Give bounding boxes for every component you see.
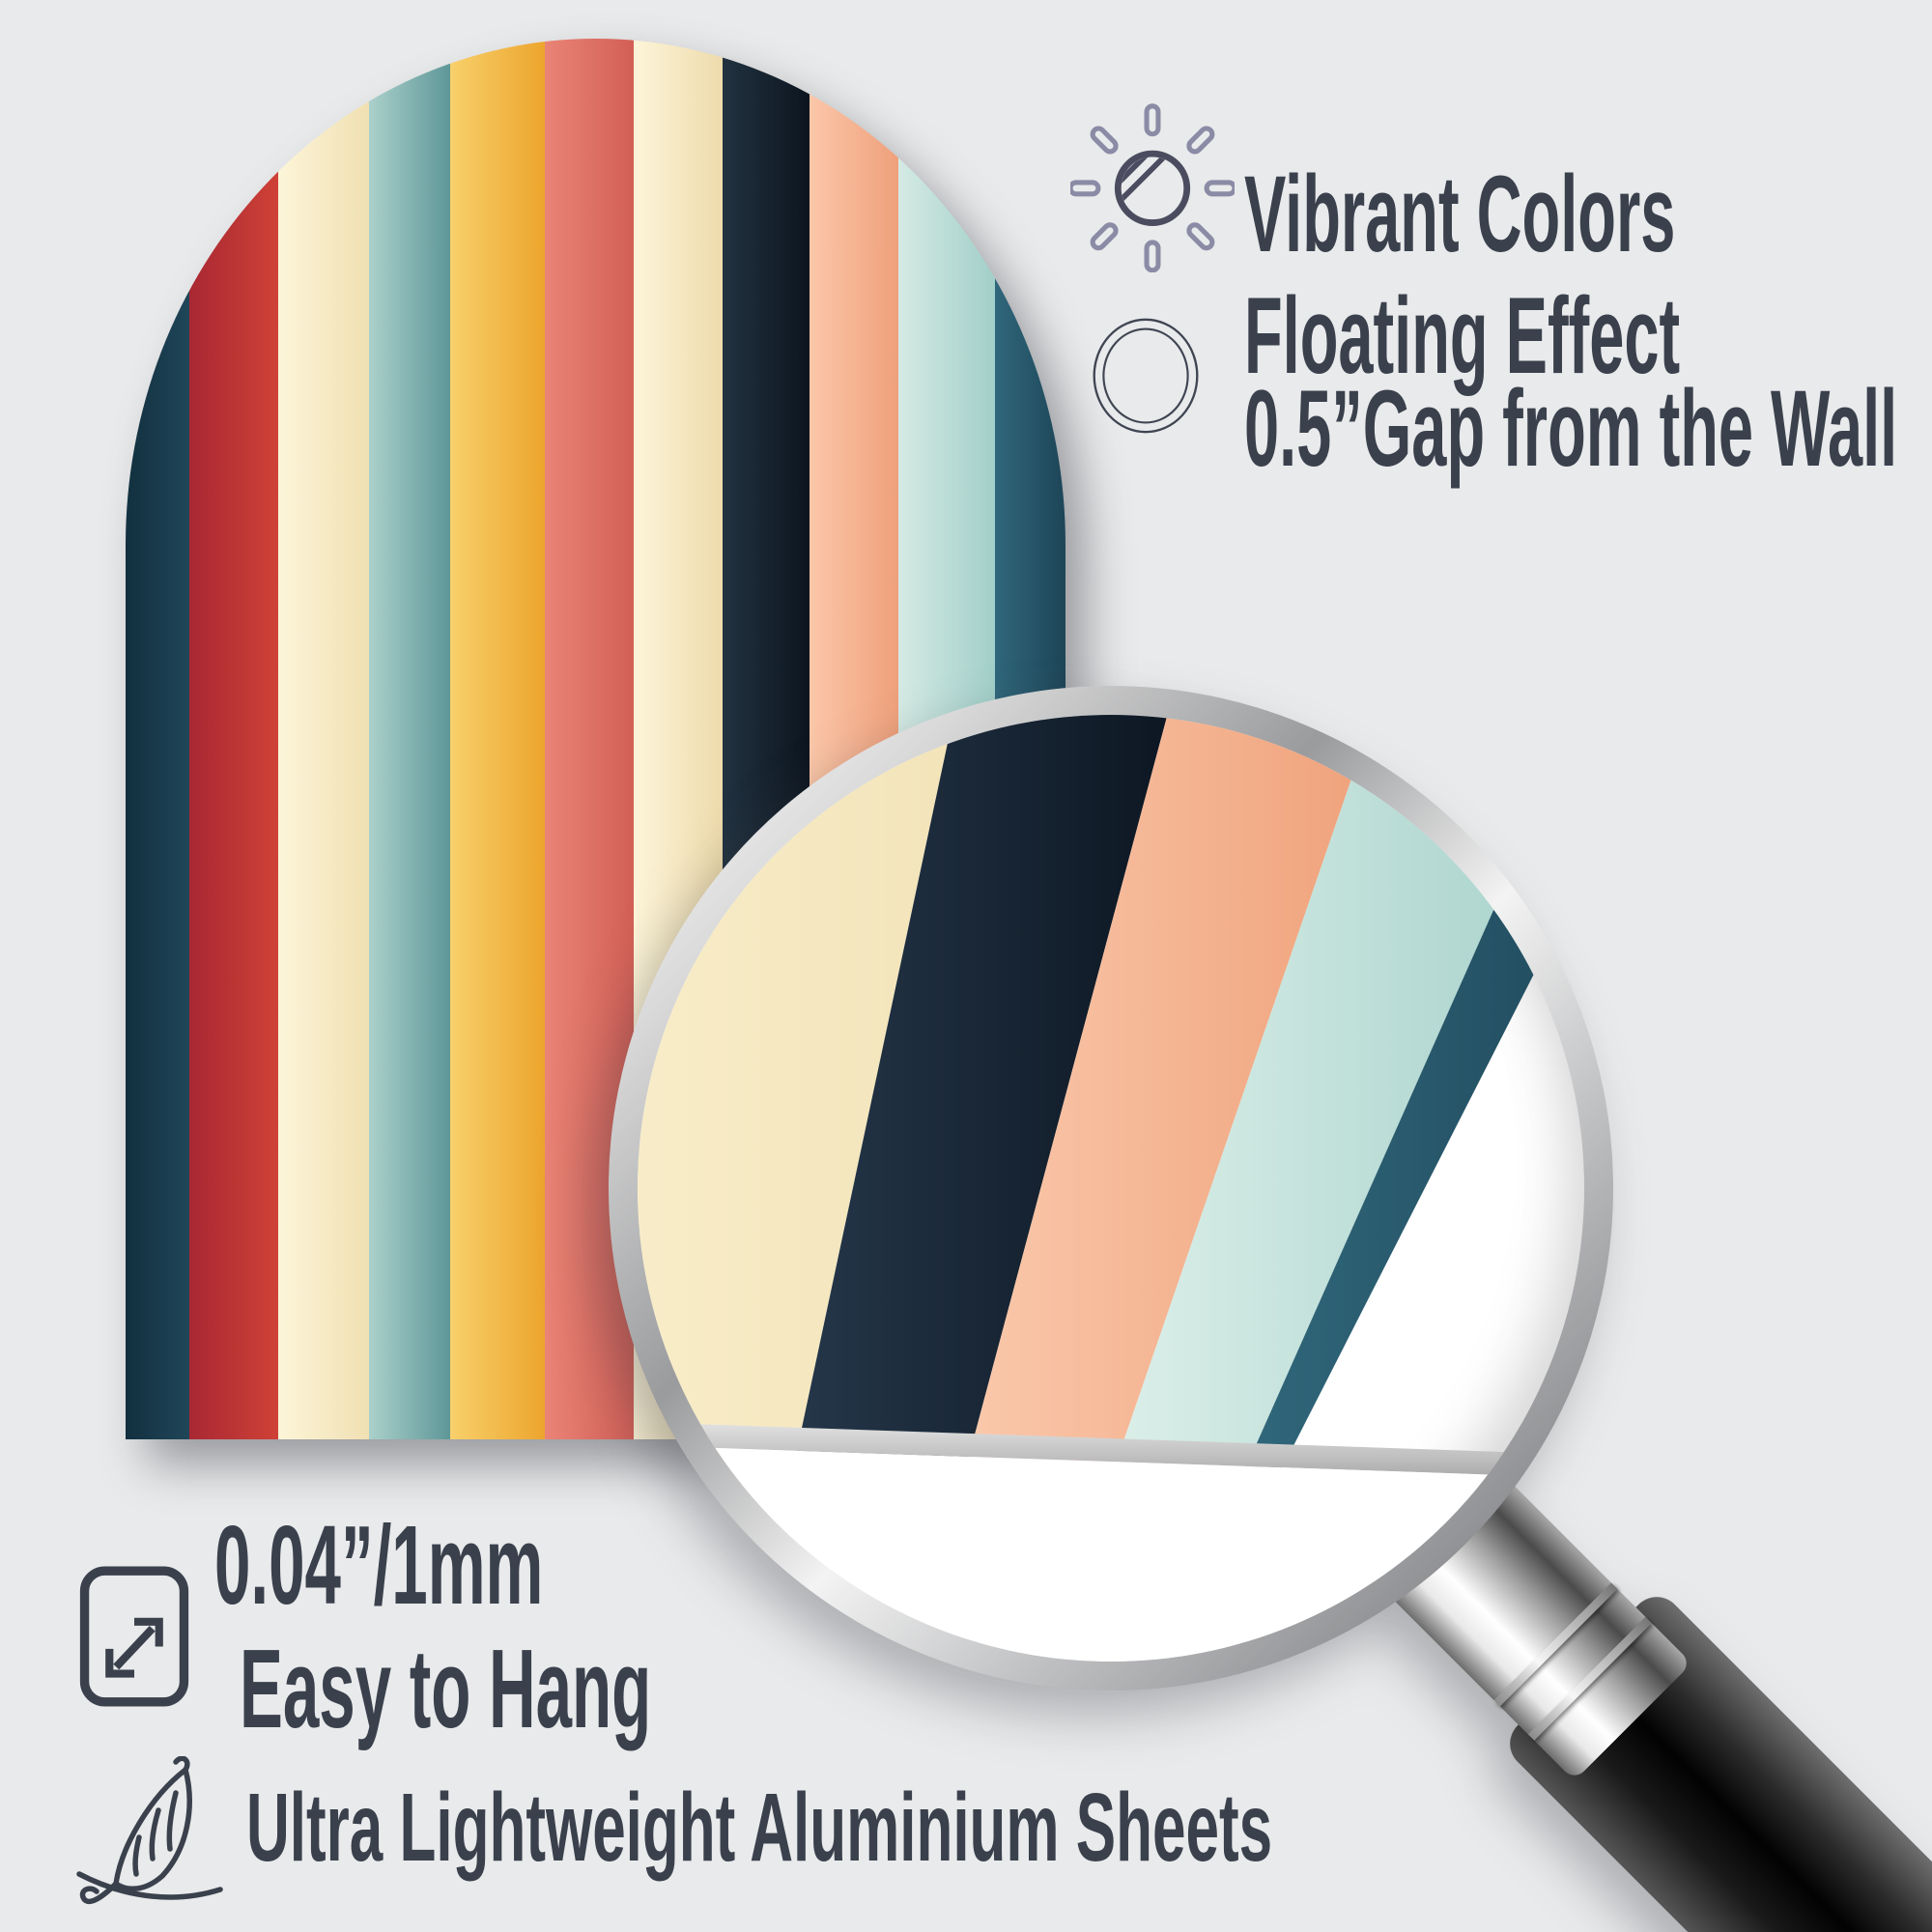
gap-from-wall-label: 0.5”Gap from the Wall (1244, 368, 1898, 489)
panel-stripe-light-teal (369, 39, 450, 1439)
magnifier-rim (609, 686, 1613, 1690)
magnifier-lens (638, 715, 1584, 1662)
floating-effect-label: Floating Effect (1244, 275, 1681, 396)
magnified-artwork (638, 715, 1584, 1662)
thickness-label: 0.04”/1mm (214, 1502, 544, 1628)
magnified-panel-edge (638, 1422, 1584, 1478)
panel-stripe-gold (450, 39, 545, 1439)
vibrant-colors-label: Vibrant Colors (1244, 154, 1676, 274)
lightweight-label: Ultra Lightweight Aluminium Sheets (246, 1774, 1273, 1882)
floating-ring-icon (1089, 315, 1203, 437)
panel-stripe-red (189, 39, 278, 1439)
easy-to-hang-label: Easy to Hang (240, 1626, 652, 1751)
panel-stripe-cream (278, 39, 369, 1439)
feather-icon (58, 1756, 251, 1930)
sun-half-shaded-icon (1070, 102, 1235, 272)
expand-arrows-icon (77, 1563, 191, 1710)
